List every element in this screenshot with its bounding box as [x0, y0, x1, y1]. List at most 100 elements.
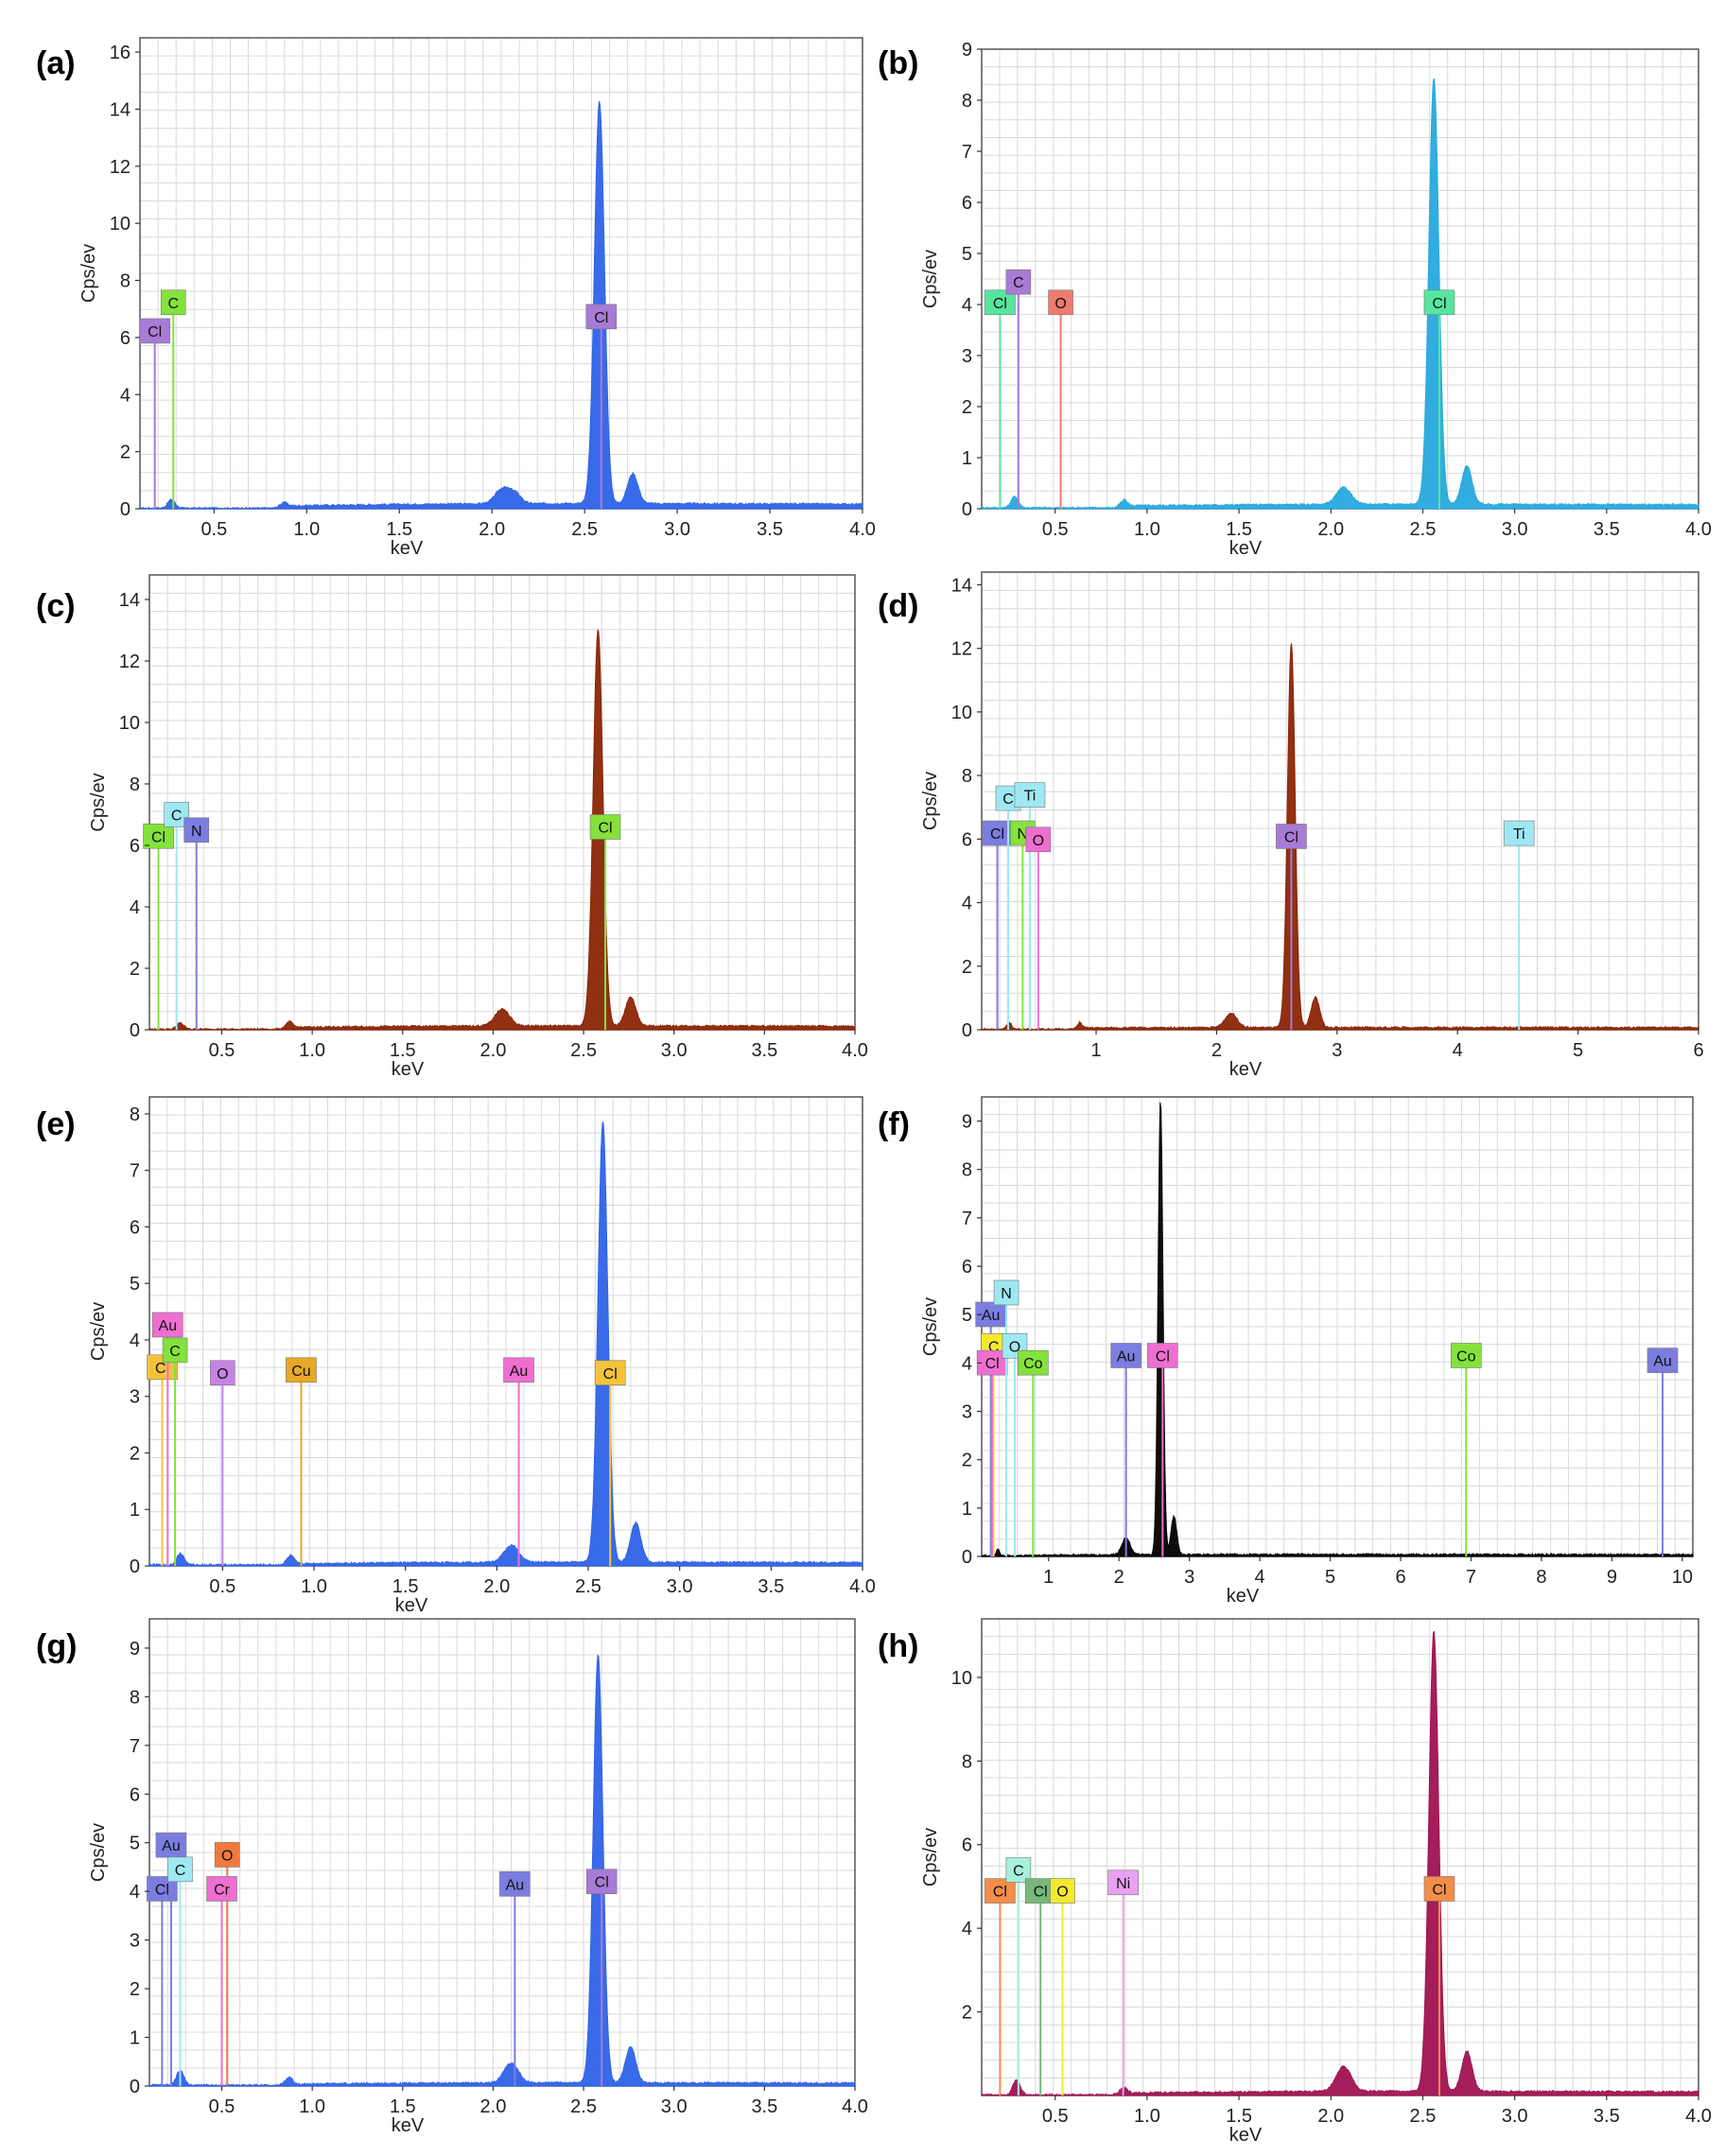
- chart-panel-7: (h) Cl C Cl O Ni Cl 0.5 1.0 1.5 2.0 2.5 3.0 3.5 4.0 2 4 6…: [878, 1618, 1712, 2146]
- element-label: Au: [982, 1308, 1001, 1324]
- element-label-box: [210, 1360, 235, 1386]
- x-axis-label: keV: [395, 1595, 428, 1616]
- y-tick-label: 1: [962, 448, 972, 469]
- grid: [149, 1619, 855, 2086]
- element-label-box: [993, 1279, 1019, 1306]
- x-tick-label: 1.5: [392, 1576, 419, 1597]
- element-label-box: [1050, 1878, 1075, 1904]
- x-tick-label: 7: [1466, 1567, 1476, 1588]
- y-tick-label: 0: [130, 1556, 140, 1577]
- x-tick-label: 0.5: [209, 2096, 235, 2117]
- y-tick-label: 6: [120, 328, 131, 349]
- element-label-box: [1048, 289, 1073, 316]
- x-tick-label: 8: [1536, 1567, 1546, 1588]
- y-axis-label: Cps/ev: [920, 772, 941, 830]
- grid: [982, 1619, 1699, 2095]
- y-tick-label: 6: [962, 193, 972, 214]
- x-tick-label: 4.0: [842, 2096, 868, 2117]
- x-tick-label: 6: [1395, 1567, 1405, 1588]
- element-label-box: [499, 1871, 531, 1897]
- element-label: O: [221, 1848, 233, 1864]
- y-tick-label: 4: [130, 1330, 140, 1351]
- x-tick-label: 3.0: [661, 2096, 688, 2117]
- element-label: Cl: [594, 310, 608, 326]
- x-tick-label: 2.5: [575, 1576, 601, 1597]
- grid: [982, 572, 1699, 1030]
- x-tick-label: 3.5: [1594, 519, 1620, 540]
- y-tick-label: 14: [951, 575, 972, 596]
- y-tick-label: 12: [951, 639, 972, 660]
- x-tick-label: 2.5: [1410, 519, 1437, 540]
- y-tick-label: 7: [962, 1208, 972, 1229]
- y-tick-label: 4: [120, 385, 131, 406]
- element-label: Co: [1456, 1348, 1476, 1365]
- y-axis-label: Cps/ev: [920, 1297, 941, 1356]
- element-label: Cl: [993, 1885, 1007, 1901]
- y-tick-label: 5: [130, 1274, 140, 1295]
- y-tick-label: 10: [110, 214, 131, 235]
- element-label: C: [175, 1863, 186, 1879]
- y-tick-label: 16: [110, 43, 131, 63]
- y-tick-label: 4: [962, 1353, 972, 1374]
- grid: [149, 575, 855, 1030]
- y-tick-label: 5: [962, 1305, 972, 1326]
- element-label-box: [139, 318, 170, 344]
- element-label: Au: [162, 1838, 181, 1854]
- y-tick-label: 4: [130, 897, 140, 918]
- y-tick-label: 2: [962, 957, 972, 978]
- y-tick-label: 8: [962, 1160, 972, 1181]
- y-tick-label: 10: [951, 703, 972, 723]
- x-tick-label: 1.5: [390, 1040, 416, 1061]
- x-tick-label: 2: [1211, 1040, 1222, 1061]
- x-tick-label: 2.0: [1317, 519, 1344, 540]
- element-label-box: [1025, 826, 1052, 853]
- x-tick-label: 0.5: [1042, 2106, 1069, 2127]
- element-label-box: [206, 1876, 237, 1902]
- x-tick-label: 0.5: [1042, 519, 1069, 540]
- y-tick-label: 8: [120, 271, 131, 292]
- element-label-box: [984, 1878, 1016, 1904]
- element-label: C: [167, 296, 179, 312]
- x-tick-label: 1.0: [301, 1576, 327, 1597]
- x-tick-label: 1: [1090, 1040, 1101, 1061]
- y-tick-label: 10: [119, 713, 140, 734]
- x-tick-label: 3.5: [757, 519, 783, 540]
- element-label: Au: [1653, 1354, 1672, 1370]
- element-label-box: [143, 823, 174, 849]
- element-label: C: [1013, 275, 1024, 291]
- chart-panel-1: (b) Cl C O Cl 0.5 1.0 1.5 2.0 2.5 3.0 3.5 4.0 0 1 2 3 4 5 6…: [878, 40, 1712, 559]
- y-tick-label: 3: [130, 1387, 140, 1408]
- y-tick-label: 9: [130, 1639, 140, 1660]
- y-tick-label: 9: [962, 40, 972, 61]
- x-tick-label: 4: [1255, 1567, 1265, 1588]
- x-tick-label: 4: [1453, 1040, 1463, 1061]
- x-tick-label: 1.5: [390, 2096, 416, 2117]
- y-tick-label: 8: [130, 1104, 140, 1125]
- spectrum-area: [148, 1121, 863, 1567]
- x-tick-label: 9: [1607, 1567, 1617, 1588]
- y-tick-label: 0: [962, 1547, 972, 1568]
- y-axis-label: Cps/ev: [920, 1828, 941, 1886]
- y-tick-label: 0: [130, 1020, 140, 1041]
- element-label: Cl: [1432, 296, 1446, 312]
- x-tick-label: 3: [1184, 1567, 1194, 1588]
- element-label: Cl: [993, 296, 1007, 312]
- y-tick-label: 0: [130, 2077, 140, 2097]
- y-tick-label: 8: [962, 766, 972, 787]
- y-tick-label: 6: [130, 1784, 140, 1805]
- element-label: Cl: [595, 1875, 609, 1891]
- spectrum-area: [981, 643, 1699, 1031]
- element-label: Cl: [148, 324, 162, 340]
- chart-panel-6: (g) Cl Au C O Cr Au Cl 0.5 1.0 1.5 2.0 2.5 3.0 3.5 4.0 0…: [36, 1618, 868, 2136]
- x-tick-label: 0.5: [209, 1040, 235, 1061]
- y-tick-label: 12: [110, 157, 131, 178]
- x-tick-label: 2.0: [479, 519, 505, 540]
- element-label: N: [1018, 826, 1029, 843]
- y-tick-label: 14: [110, 99, 131, 120]
- element-label: Ni: [1116, 1876, 1130, 1892]
- element-label-box: [155, 1832, 187, 1858]
- element-label: Au: [506, 1877, 525, 1893]
- y-tick-label: 6: [962, 829, 972, 850]
